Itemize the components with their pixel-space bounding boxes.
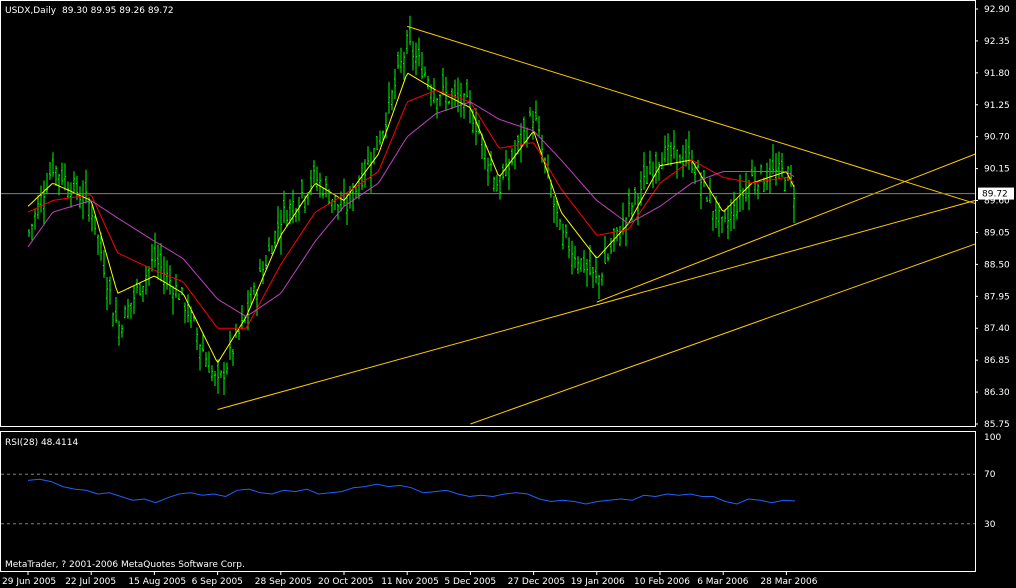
- time-tick-label: 10 Feb 2006: [634, 577, 690, 587]
- current-price-label: 89.72: [982, 190, 1008, 200]
- trendline-2[interactable]: [217, 200, 976, 410]
- price-tick-label: 85.75: [984, 420, 1010, 430]
- current-price-box: [978, 187, 1014, 200]
- time-tick-label: 15 Aug 2005: [128, 577, 186, 587]
- rsi-tick-label: 30: [984, 520, 996, 530]
- rsi-line: [27, 478, 796, 505]
- trendline-3[interactable]: [596, 153, 976, 303]
- time-tick-label: 20 Oct 2005: [318, 577, 374, 587]
- trendline-4[interactable]: [470, 243, 976, 425]
- ohlc-label: 89.30 89.95 89.26 89.72: [62, 6, 174, 16]
- price-tick-label: 88.50: [984, 260, 1010, 270]
- price-tick-label: 86.85: [984, 356, 1010, 366]
- time-tick-label: 6 Mar 2006: [697, 577, 749, 587]
- price-tick-label: 91.25: [984, 101, 1010, 111]
- rsi-label: RSI(28) 48.4114: [5, 438, 78, 448]
- ma-mid-line: [27, 89, 795, 329]
- price-tick-label: 87.40: [984, 324, 1010, 334]
- rsi-panel-frame: [0, 431, 976, 572]
- price-tick-label: 92.35: [984, 37, 1010, 47]
- price-axis: 92.90 92.35 91.80 91.25 90.70 90.15 89.60 89.05…: [975, 5, 1010, 430]
- time-tick-label: 5 Dec 2005: [444, 577, 496, 587]
- symbol-label: USDX,Daily: [5, 6, 57, 16]
- time-tick-label: 29 Jun 2005: [2, 577, 56, 587]
- price-tick-label: 89.05: [984, 228, 1010, 238]
- price-tick-label: 86.30: [984, 388, 1010, 398]
- price-plot-area: [1, 15, 976, 425]
- trendline-1[interactable]: [407, 25, 976, 204]
- rsi-plot-area: [1, 473, 975, 525]
- time-tick-label: 27 Dec 2005: [508, 577, 565, 587]
- time-tick-label: 28 Mar 2006: [760, 577, 817, 587]
- price-tick-label: 91.80: [984, 69, 1010, 79]
- price-tick-label: 90.15: [984, 165, 1010, 175]
- time-tick-label: 28 Sep 2005: [255, 577, 312, 587]
- price-tick-label: 87.95: [984, 292, 1010, 302]
- time-tick-label: 6 Sep 2005: [192, 577, 243, 587]
- main-panel-frame: [0, 0, 976, 427]
- copyright-text: MetaTrader, ? 2001-2006 MetaQuotes Softw…: [5, 560, 245, 570]
- ma-fast-line: [27, 72, 795, 364]
- price-tick-label: 89.60: [984, 197, 1010, 207]
- time-axis: 29 Jun 2005 22 Jul 2005 15 Aug 2005 6 Sep 2…: [2, 571, 818, 587]
- time-tick-label: 19 Jan 2006: [571, 577, 625, 587]
- rsi-tick-label: 70: [984, 470, 996, 480]
- price-tick-label: 90.70: [984, 133, 1010, 143]
- rsi-tick-label: 100: [984, 433, 1001, 443]
- price-tick-label: 92.90: [984, 5, 1010, 15]
- rsi-axis: 100 70 30: [984, 433, 1001, 530]
- ma-slow-line: [27, 101, 795, 317]
- time-tick-label: 11 Nov 2005: [381, 577, 439, 587]
- time-tick-label: 22 Jul 2005: [65, 577, 116, 587]
